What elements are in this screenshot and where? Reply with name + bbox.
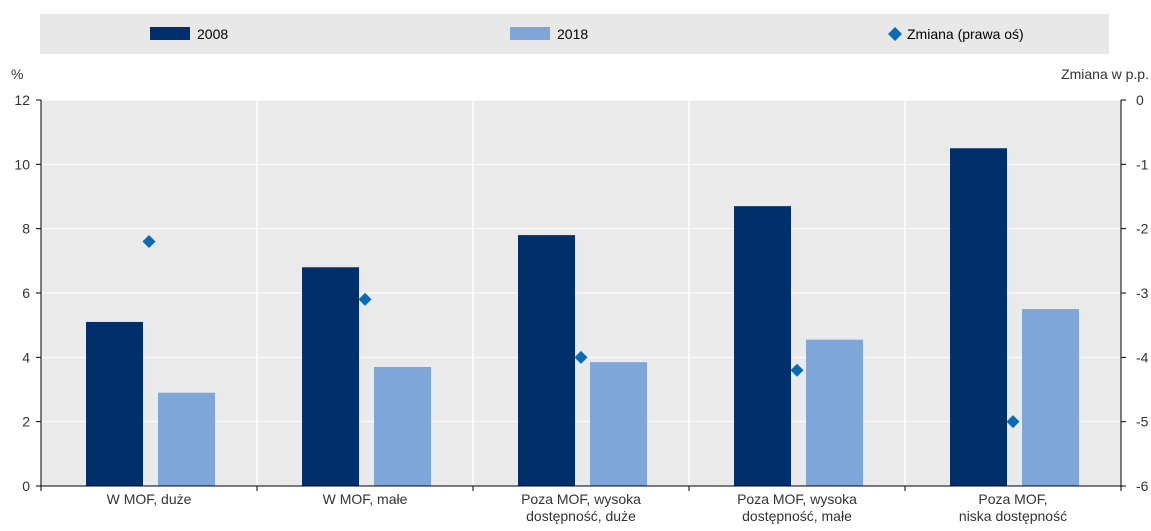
bar-2008 [950, 148, 1007, 486]
legend-background [40, 14, 1109, 54]
left-tick-label: 4 [22, 349, 30, 365]
bar-2008 [734, 206, 791, 486]
bar-2008 [86, 321, 143, 486]
category-label: W MOF, małe [323, 491, 408, 507]
category-label: W MOF, duże [107, 491, 192, 507]
left-tick-label: 10 [14, 156, 30, 172]
right-tick-label: -1 [1136, 156, 1149, 172]
category-label: Poza MOF, wysoka [737, 491, 857, 507]
category-label: Poza MOF, [978, 491, 1047, 507]
left-tick-label: 0 [22, 478, 30, 494]
right-axis-ticks: -6 -5 -4 -3 -2 -1 0 [1136, 92, 1149, 494]
legend-label: Zmiana (prawa oś) [907, 26, 1024, 42]
legend-swatch-2008 [150, 27, 190, 40]
left-tick-label: 12 [14, 92, 30, 108]
left-axis-unit: % [11, 66, 23, 82]
right-tick-label: -2 [1136, 221, 1149, 237]
change-markers [142, 235, 1020, 429]
gridlines [41, 99, 1121, 486]
right-axis-unit: Zmiana w p.p. [1061, 66, 1149, 82]
change-marker [1006, 415, 1020, 429]
change-marker [574, 350, 588, 364]
category-label: dostępność, małe [742, 508, 852, 524]
legend-swatch-diamond [888, 27, 902, 41]
right-tick-label: -3 [1136, 285, 1149, 301]
left-tick-label: 8 [22, 221, 30, 237]
legend-label: 2018 [557, 26, 588, 42]
legend-label: 2008 [197, 26, 228, 42]
right-tick-label: 0 [1136, 92, 1144, 108]
bars [86, 148, 1079, 486]
category-label: Poza MOF, wysoka [521, 491, 641, 507]
change-marker [142, 235, 156, 249]
legend-swatch-2018 [510, 27, 550, 40]
bar-2018 [158, 392, 215, 486]
left-axis-ticks: 0 2 4 6 8 10 12 [14, 92, 30, 494]
right-tick-label: -5 [1136, 414, 1149, 430]
category-label: dostępność, duże [526, 508, 636, 524]
axes [36, 99, 1126, 491]
category-label: niska dostępność [959, 508, 1067, 524]
legend: 2008 2018 Zmiana (prawa oś) [150, 26, 1024, 42]
right-tick-label: -4 [1136, 349, 1149, 365]
bar-2008 [302, 267, 359, 486]
category-labels: W MOF, duże W MOF, małe Poza MOF, wysokado… [107, 491, 1067, 524]
change-marker [790, 363, 804, 377]
bar-2018 [1022, 309, 1079, 486]
bar-2008 [518, 235, 575, 486]
right-tick-label: -6 [1136, 478, 1149, 494]
left-tick-label: 6 [22, 285, 30, 301]
change-marker [358, 292, 372, 306]
bar-2018 [806, 339, 863, 486]
bar-2018 [590, 362, 647, 486]
bar-2018 [374, 366, 431, 486]
left-tick-label: 2 [22, 414, 30, 430]
